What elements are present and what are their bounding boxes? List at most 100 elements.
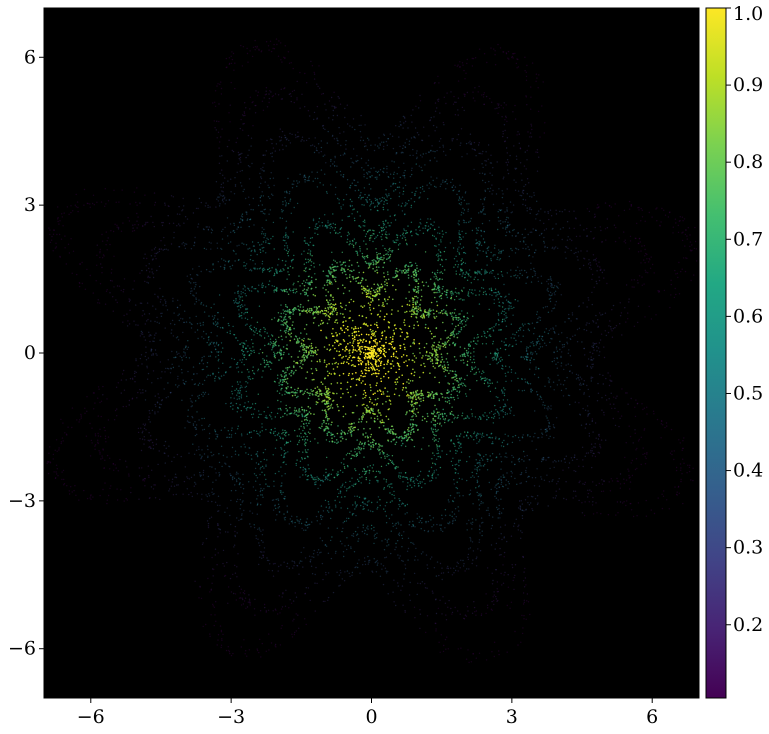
scatter-point	[373, 333, 375, 335]
scatter-point	[331, 283, 333, 285]
scatter-point	[433, 316, 435, 318]
scatter-point	[190, 277, 192, 280]
scatter-point	[286, 245, 288, 247]
scatter-point	[457, 610, 459, 612]
scatter-point	[268, 283, 270, 286]
scatter-point	[362, 397, 364, 400]
scatter-point	[229, 405, 232, 408]
scatter-point	[555, 209, 557, 211]
scatter-point	[322, 287, 324, 289]
scatter-point	[416, 402, 419, 404]
scatter-point	[271, 142, 273, 145]
scatter-point	[53, 471, 55, 473]
scatter-point	[360, 196, 363, 199]
scatter-point	[392, 240, 394, 242]
scatter-point	[382, 453, 385, 455]
scatter-point	[259, 473, 261, 476]
scatter-point	[407, 400, 410, 403]
scatter-point	[472, 503, 474, 505]
scatter-point	[391, 425, 394, 428]
scatter-point	[471, 562, 473, 565]
scatter-point	[171, 329, 173, 331]
scatter-point	[457, 319, 460, 322]
scatter-point	[457, 264, 460, 266]
scatter-point	[536, 394, 539, 396]
scatter-point	[372, 510, 374, 513]
scatter-point	[551, 285, 553, 287]
scatter-point	[336, 339, 339, 342]
scatter-point	[259, 196, 261, 199]
scatter-point	[134, 381, 136, 383]
scatter-point	[168, 479, 170, 481]
scatter-point	[171, 350, 173, 353]
scatter-point	[311, 309, 313, 311]
scatter-point	[256, 455, 259, 458]
scatter-point	[389, 225, 391, 227]
scatter-point	[350, 364, 353, 367]
scatter-point	[575, 247, 577, 249]
scatter-point	[440, 338, 442, 340]
scatter-point	[103, 255, 105, 257]
scatter-point	[294, 394, 297, 397]
scatter-point	[498, 504, 500, 507]
scatter-point	[343, 340, 346, 342]
scatter-point	[466, 568, 468, 570]
scatter-point	[450, 396, 453, 399]
scatter-point	[254, 39, 256, 42]
scatter-point	[404, 348, 406, 351]
scatter-point	[314, 477, 316, 479]
scatter-point	[239, 156, 242, 159]
scatter-point	[439, 112, 441, 114]
scatter-point	[498, 453, 501, 455]
scatter-point	[267, 406, 269, 408]
scatter-point	[278, 258, 280, 260]
scatter-point	[368, 369, 371, 372]
scatter-point	[138, 475, 141, 477]
scatter-point	[503, 176, 505, 178]
scatter-point	[459, 331, 461, 333]
scatter-point	[224, 511, 226, 513]
scatter-point	[291, 636, 294, 638]
scatter-point	[237, 339, 239, 342]
scatter-point	[305, 261, 308, 264]
scatter-point	[512, 579, 514, 582]
scatter-point	[325, 109, 327, 111]
scatter-point	[440, 271, 442, 273]
scatter-point	[555, 246, 557, 248]
scatter-point	[265, 611, 267, 613]
scatter-point	[476, 479, 478, 481]
scatter-point	[62, 440, 64, 442]
scatter-point	[241, 435, 243, 437]
scatter-point	[428, 151, 430, 153]
scatter-point	[567, 363, 569, 365]
scatter-point	[585, 329, 588, 332]
scatter-point	[219, 532, 221, 534]
scatter-point	[549, 278, 551, 281]
scatter-point	[360, 374, 362, 377]
scatter-point	[303, 140, 305, 142]
scatter-point	[402, 560, 404, 562]
scatter-point	[231, 427, 233, 429]
scatter-point	[550, 405, 552, 407]
scatter-point	[336, 171, 338, 173]
scatter-point	[129, 203, 131, 205]
scatter-point	[213, 624, 215, 627]
scatter-point	[195, 449, 198, 451]
scatter-point	[473, 606, 476, 609]
scatter-point	[608, 325, 610, 327]
scatter-point	[363, 389, 366, 392]
scatter-point	[299, 314, 301, 316]
scatter-point	[96, 264, 98, 266]
scatter-point	[470, 522, 472, 524]
scatter-point	[379, 143, 381, 145]
scatter-point	[392, 462, 394, 464]
scatter-point	[431, 474, 434, 477]
scatter-point	[380, 338, 383, 340]
scatter-point	[217, 634, 220, 636]
scatter-point	[241, 359, 244, 361]
scatter-point	[430, 466, 433, 469]
scatter-point	[442, 367, 445, 370]
scatter-point	[293, 560, 295, 563]
scatter-point	[500, 445, 503, 447]
scatter-point	[392, 591, 394, 593]
